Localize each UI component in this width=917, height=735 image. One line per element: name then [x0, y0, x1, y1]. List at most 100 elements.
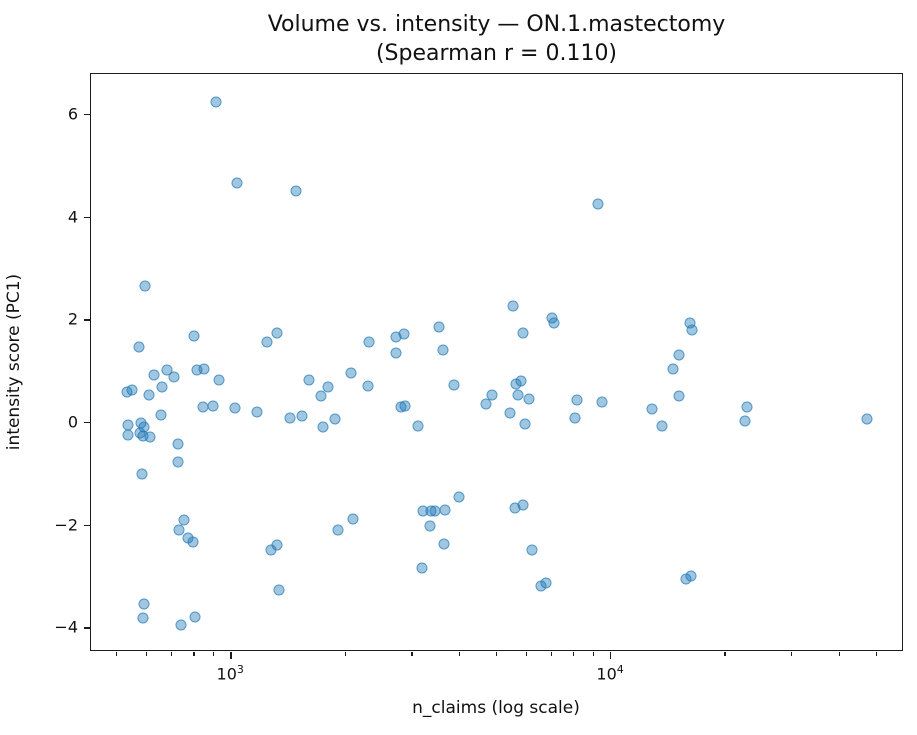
- scatter-point: [136, 468, 148, 480]
- scatter-point: [363, 336, 375, 348]
- x-minor-tick: [495, 652, 497, 656]
- scatter-point: [172, 438, 184, 450]
- scatter-point: [172, 456, 184, 468]
- scatter-point: [596, 396, 608, 408]
- scatter-point: [739, 415, 751, 427]
- scatter-point: [322, 381, 334, 393]
- chart-title-line2: (Spearman r = 0.110): [375, 41, 618, 66]
- scatter-point: [251, 406, 263, 418]
- x-minor-tick: [458, 652, 460, 656]
- scatter-point: [189, 611, 201, 623]
- scatter-point: [207, 400, 219, 412]
- y-tick-label: 0: [67, 412, 78, 432]
- scatter-point: [507, 300, 519, 312]
- scatter-point: [126, 384, 138, 396]
- scatter-point: [686, 324, 698, 336]
- scatter-point: [133, 341, 145, 353]
- scatter-point: [673, 390, 685, 402]
- scatter-point: [175, 619, 187, 631]
- x-major-tick: [230, 652, 232, 659]
- scatter-point: [412, 420, 424, 432]
- scatter-point: [439, 504, 451, 516]
- chart-title-line1: Volume vs. intensity — ON.1.mastectomy: [267, 12, 726, 37]
- y-tick: [84, 216, 91, 218]
- scatter-point: [424, 520, 436, 532]
- scatter-point: [526, 544, 538, 556]
- scatter-point: [480, 398, 492, 410]
- x-minor-tick: [551, 652, 553, 656]
- scatter-point: [265, 544, 277, 556]
- scatter-point: [261, 336, 273, 348]
- scatter-point: [861, 413, 873, 425]
- scatter-point: [569, 412, 581, 424]
- x-major-tick: [610, 652, 612, 659]
- scatter-point: [398, 328, 410, 340]
- scatter-point: [433, 321, 445, 333]
- scatter-point: [198, 363, 210, 375]
- scatter-point: [317, 421, 329, 433]
- scatter-point: [213, 374, 225, 386]
- y-tick-label: 6: [67, 104, 78, 124]
- scatter-point: [284, 412, 296, 424]
- x-minor-tick: [525, 652, 527, 656]
- scatter-point: [390, 347, 402, 359]
- scatter-point: [453, 491, 465, 503]
- scatter-point: [517, 327, 529, 339]
- scatter-point: [122, 429, 134, 441]
- scatter-point: [315, 390, 327, 402]
- scatter-point: [332, 524, 344, 536]
- scatter-point: [273, 584, 285, 596]
- plot-area: 103 104 6 4 2 0 −2 −4: [54, 73, 903, 683]
- x-minor-tick: [193, 652, 195, 656]
- x-tick-label: 103: [216, 663, 244, 684]
- x-minor-tick: [145, 652, 148, 656]
- scatter-point: [173, 524, 185, 536]
- scatter-point: [143, 389, 155, 401]
- scatter-point: [290, 185, 302, 197]
- y-axis-label: intensity score (PC1): [4, 273, 24, 451]
- scatter-point: [139, 280, 151, 292]
- scatter-point: [548, 317, 560, 329]
- scatter-point: [438, 538, 450, 550]
- scatter-point: [144, 431, 156, 443]
- scatter-point: [571, 394, 583, 406]
- scatter-point: [347, 513, 359, 525]
- scatter-point: [519, 418, 531, 430]
- x-minor-tick: [724, 652, 726, 656]
- scatter-point: [512, 389, 524, 401]
- scatter-point: [229, 402, 241, 414]
- scatter-point: [155, 409, 167, 421]
- chart-title: Volume vs. intensity — ON.1.mastectomy (…: [90, 10, 903, 68]
- scatter-point: [188, 330, 200, 342]
- y-tick: [84, 524, 91, 526]
- y-tick-label: −2: [54, 515, 78, 535]
- x-minor-tick: [212, 652, 214, 656]
- scatter-point: [303, 374, 315, 386]
- scatter-point: [741, 401, 753, 413]
- x-minor-tick: [875, 652, 877, 656]
- y-tick-label: 2: [67, 309, 78, 329]
- scatter-point: [138, 598, 150, 610]
- x-minor-tick: [115, 652, 117, 656]
- scatter-point: [656, 420, 668, 432]
- y-tick: [84, 114, 91, 116]
- scatter-point: [416, 562, 428, 574]
- x-minor-tick: [344, 652, 346, 656]
- x-minor-tick: [791, 652, 793, 656]
- scatter-point: [148, 369, 160, 381]
- scatter-point: [168, 371, 180, 383]
- scatter-point: [437, 344, 449, 356]
- scatter-point: [345, 367, 357, 379]
- x-minor-tick: [838, 652, 840, 656]
- x-axis-label: n_claims (log scale): [412, 698, 580, 718]
- scatter-point: [156, 381, 168, 393]
- scatter-point: [137, 612, 149, 624]
- x-minor-tick: [171, 652, 173, 656]
- scatter-point: [231, 177, 243, 189]
- scatter-point: [646, 403, 658, 415]
- scatter-point: [523, 393, 535, 405]
- scatter-point: [667, 363, 679, 375]
- scatter-point: [673, 349, 685, 361]
- scatter-point: [448, 379, 460, 391]
